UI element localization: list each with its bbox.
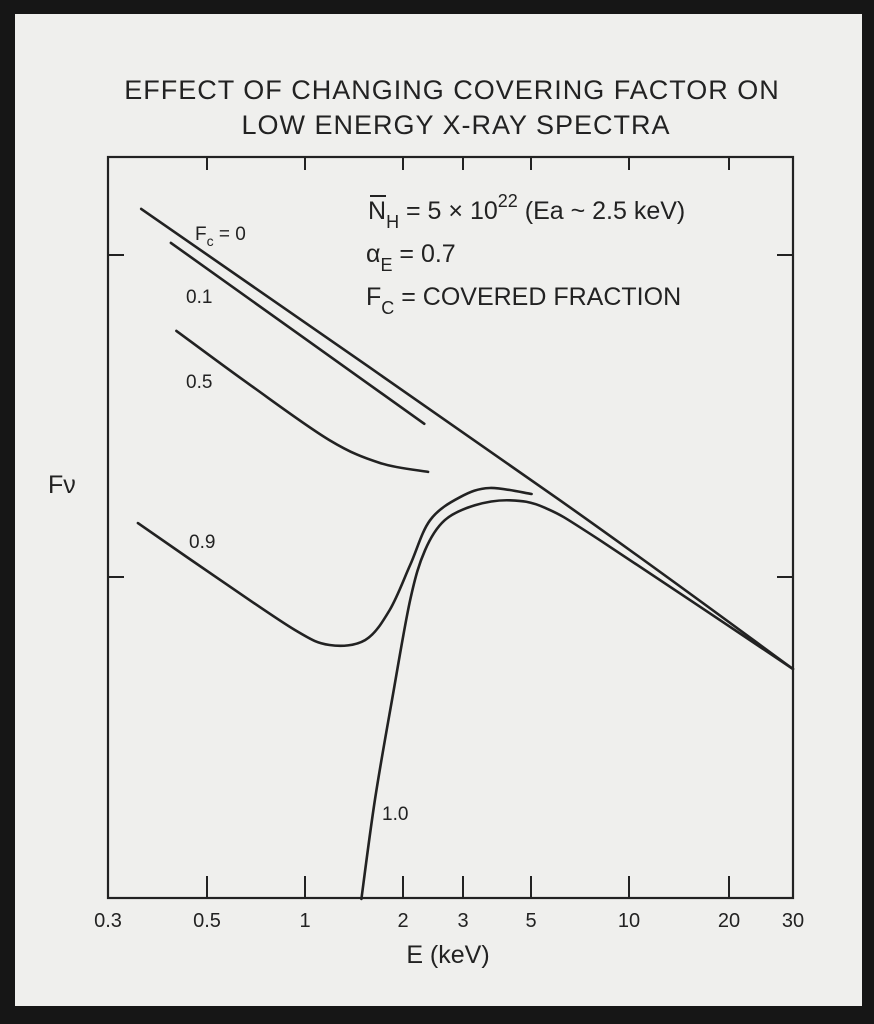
x-tick-label: 20 bbox=[718, 910, 740, 932]
series-line-1 bbox=[169, 241, 426, 426]
x-axis-label: E (keV) bbox=[406, 941, 489, 969]
series-line-3 bbox=[136, 486, 533, 648]
series-label-0.1: 0.1 bbox=[186, 287, 212, 308]
x-tick-label: 0.5 bbox=[193, 910, 221, 932]
series-label-1.0: 1.0 bbox=[382, 804, 408, 825]
annotation-nh: NH = 5 × 1022 (Ea ~ 2.5 keV) bbox=[368, 191, 685, 232]
series-label-fc0: Fc = 0 bbox=[195, 224, 246, 249]
x-tick-label: 2 bbox=[397, 910, 408, 932]
series-line-2 bbox=[175, 329, 430, 474]
x-tick-label: 0.3 bbox=[94, 910, 122, 932]
x-tick-label: 3 bbox=[457, 910, 468, 932]
series-line-4 bbox=[360, 498, 795, 901]
x-tick-label: 30 bbox=[782, 910, 804, 932]
annotation-fc: FC = COVERED FRACTION bbox=[366, 283, 681, 318]
x-tick-label: 10 bbox=[618, 910, 640, 932]
plot-frame bbox=[106, 155, 795, 900]
series-line-0 bbox=[139, 207, 795, 671]
chart-title-line-1: EFFECT OF CHANGING COVERING FACTOR ON bbox=[124, 75, 780, 105]
series-label-0.5: 0.5 bbox=[186, 372, 212, 393]
x-tick-label: 5 bbox=[525, 910, 536, 932]
x-tick-label: 1 bbox=[299, 910, 310, 932]
annotation-alpha: αE = 0.7 bbox=[366, 240, 456, 275]
y-axis-label: Fν bbox=[48, 471, 76, 499]
series-label-0.9: 0.9 bbox=[189, 532, 215, 553]
chart-title-line-2: LOW ENERGY X-RAY SPECTRA bbox=[241, 110, 670, 140]
